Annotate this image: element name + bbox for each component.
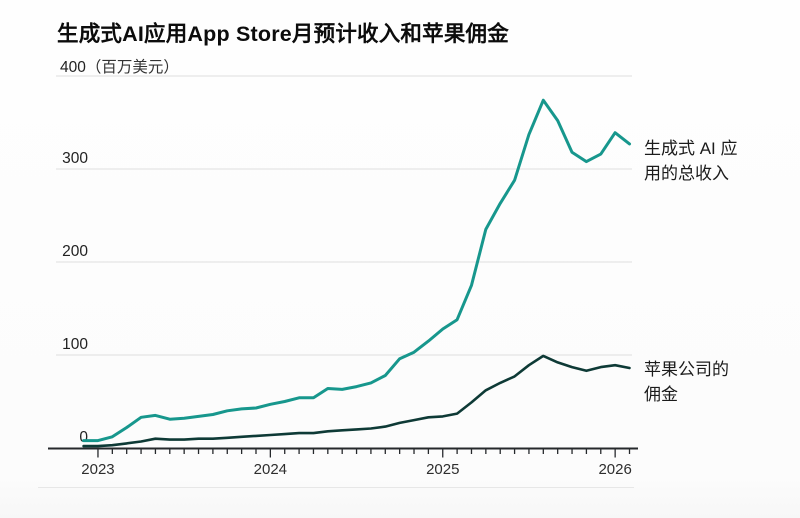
y-tick-label-0: 0 — [79, 429, 88, 446]
revenue-line — [82, 98, 631, 443]
y-tick-label-200: 200 — [62, 243, 88, 260]
x-year-label-2023: 2023 — [81, 461, 114, 478]
y-tick-label-300: 300 — [62, 150, 88, 167]
y-tick-label-100: 100 — [62, 336, 88, 353]
commission-series-label: 苹果公司的 佣金 — [644, 357, 729, 407]
commission-series-label-line2: 佣金 — [644, 385, 678, 404]
commission-series-label-line1: 苹果公司的 — [644, 360, 729, 379]
bottom-divider — [38, 487, 634, 488]
x-year-label-2026: 2026 — [598, 461, 631, 478]
commission-line — [82, 354, 631, 448]
x-year-label-2024: 2024 — [254, 461, 287, 478]
revenue-series-label-line1: 生成式 AI 应 — [644, 139, 738, 158]
y-axis-top-tick-label: 400 — [60, 59, 86, 76]
x-year-label-2025: 2025 — [426, 461, 459, 478]
y-axis-top-unit-row: 400（百万美元） — [60, 55, 179, 77]
revenue-series-label: 生成式 AI 应 用的总收入 — [644, 136, 738, 186]
revenue-series-label-line2: 用的总收入 — [644, 164, 729, 183]
y-axis-unit-label: （百万美元） — [85, 59, 179, 76]
chart-title: 生成式AI应用App Store月预计收入和苹果佣金 — [57, 22, 509, 46]
